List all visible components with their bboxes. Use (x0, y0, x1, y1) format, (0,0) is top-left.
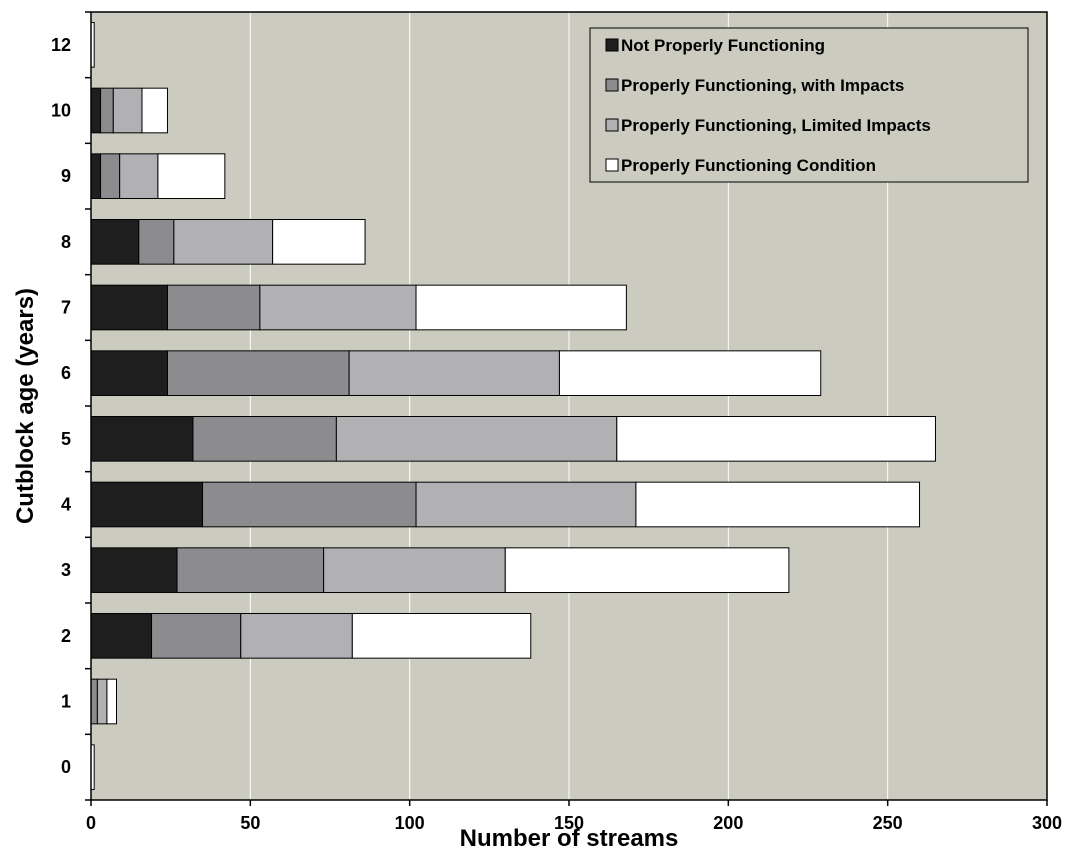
x-tick-label: 200 (713, 813, 743, 833)
bar-segment-3 (635, 481, 921, 528)
y-tick-label: 8 (61, 232, 71, 252)
bar-segment-2 (112, 87, 143, 134)
bar-segment-0 (90, 87, 102, 134)
bar-segment-0 (90, 613, 153, 659)
bar-segment-2 (259, 284, 417, 331)
bar-segment-0 (90, 481, 204, 528)
y-tick-label: 0 (61, 757, 71, 777)
y-tick-label: 7 (61, 298, 71, 318)
y-tick-label: 4 (61, 495, 71, 515)
legend-label: Not Properly Functioning (621, 36, 825, 55)
y-tick-label: 2 (61, 626, 71, 646)
legend-label: Properly Functioning, with Impacts (621, 76, 904, 95)
y-axis-title: Cutblock age (years) (12, 288, 39, 524)
bar-segment-0 (90, 153, 102, 199)
bar-segment-2 (240, 613, 353, 659)
bar-segment-3 (157, 153, 226, 199)
bars (90, 22, 936, 790)
y-tick-label: 10 (51, 101, 71, 121)
bar-segment-1 (192, 416, 337, 462)
bar-segment-3 (616, 416, 936, 462)
legend-swatch (605, 158, 619, 172)
bar-segment-1 (166, 284, 261, 331)
bar-segment-1 (176, 547, 325, 593)
x-tick-label: 50 (240, 813, 260, 833)
bar-segment-0 (90, 219, 140, 265)
x-axis-title: Number of streams (460, 825, 679, 852)
bar-segment-3 (141, 87, 168, 134)
legend-label: Properly Functioning Condition (621, 156, 876, 175)
bar-segment-1 (166, 350, 350, 396)
bar-segment-0 (90, 350, 168, 396)
y-tick-label: 6 (61, 363, 71, 383)
x-tick-label: 100 (395, 813, 425, 833)
bar-segment-0 (90, 547, 178, 593)
x-tick-label: 300 (1032, 813, 1062, 833)
legend-swatch (605, 38, 619, 52)
bar-segment-3 (558, 350, 822, 396)
legend: Not Properly Functioning Properly Functio… (589, 27, 1029, 183)
bar-segment-1 (202, 481, 417, 528)
bar-segment-2 (173, 219, 274, 265)
bar-segment-2 (335, 416, 618, 462)
y-tick-label: 9 (61, 166, 71, 186)
x-tick-label: 150 (554, 813, 584, 833)
bar-segment-3 (415, 284, 627, 331)
bar-segment-2 (96, 678, 108, 725)
legend-label: Properly Functioning, Limited Impacts (621, 116, 931, 135)
bar-segment-3 (106, 678, 117, 725)
y-tick-label: 3 (61, 560, 71, 580)
bar-segment-2 (415, 481, 637, 528)
axes (85, 11, 1048, 806)
bar-segment-1 (100, 153, 121, 199)
bar-segment-1 (90, 678, 98, 725)
x-tick-label: 0 (86, 813, 96, 833)
bar-segment-2 (119, 153, 159, 199)
legend-swatch (605, 118, 619, 132)
y-tick-label: 5 (61, 429, 71, 449)
bar-segment-3 (351, 613, 532, 659)
x-tick-label: 250 (873, 813, 903, 833)
y-tick-label: 1 (61, 692, 71, 712)
legend-box (589, 27, 1029, 183)
bar-segment-2 (348, 350, 560, 396)
bar-segment-1 (151, 613, 242, 659)
y-tick-label: 12 (51, 35, 71, 55)
bar-segment-2 (323, 547, 506, 593)
bar-segment-3 (272, 219, 366, 265)
bar-segment-0 (90, 284, 168, 331)
bar-segment-1 (100, 87, 114, 134)
x-tick-labels: 0 50 100 150 200 250 300 (86, 813, 1062, 833)
bar-segment-0 (90, 416, 194, 462)
legend-swatch (605, 78, 619, 92)
bar-segment-1 (138, 219, 175, 265)
bar-segment-3 (504, 547, 790, 593)
